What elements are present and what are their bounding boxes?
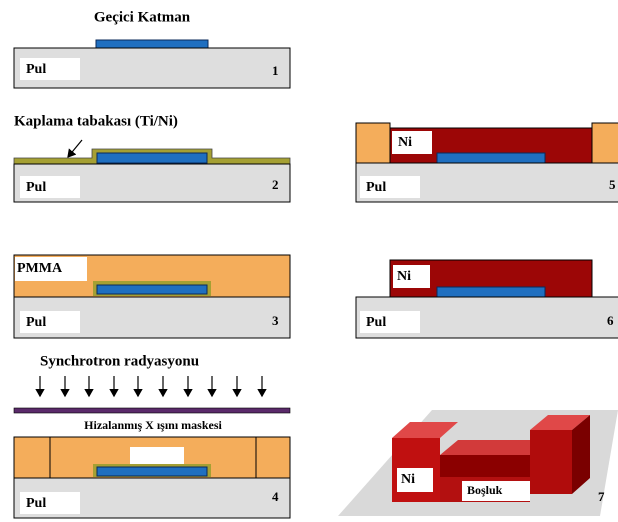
step-number: 1 — [272, 63, 279, 78]
label-box — [392, 131, 432, 154]
nickel-top — [392, 422, 458, 438]
cavity-label: Boşluk — [467, 483, 503, 497]
sacrificial-layer — [95, 39, 209, 49]
label-box — [393, 265, 430, 288]
nickel-pillar — [530, 430, 572, 494]
label-box — [20, 492, 80, 514]
label-box — [462, 481, 530, 501]
pmma — [355, 122, 391, 164]
label-box — [20, 311, 80, 333]
label: Ni — [397, 269, 411, 284]
label-box — [20, 176, 80, 198]
label: Geçici Katman — [94, 9, 191, 25]
substrate-label: Pul — [26, 496, 46, 511]
label: PMMA — [17, 261, 63, 276]
sacrificial-layer — [96, 466, 208, 477]
step-number: 7 — [598, 489, 605, 504]
nickel-bridge — [440, 455, 530, 477]
step-3: PMMA Pul 3 — [13, 254, 291, 339]
step-6: Ni Pul 6 — [355, 259, 618, 339]
nickel-side — [572, 415, 590, 494]
step-number: 2 — [272, 177, 279, 192]
label: Synchrotron radyasyonu — [40, 353, 199, 369]
nickel-top — [440, 440, 548, 455]
radiation-arrows — [35, 376, 267, 398]
label: Ni — [398, 135, 412, 150]
step-number: 3 — [272, 313, 279, 328]
step-4: Synchrotron radyasyonu Hizalanmış X ışın… — [13, 353, 291, 519]
step-2: Kaplama tabakası (Ti/Ni) Pul 2 — [13, 113, 291, 203]
sacrificial-layer — [436, 286, 546, 298]
nickel-top — [530, 415, 590, 430]
arrow — [67, 139, 83, 158]
sacrificial-layer — [436, 152, 546, 164]
substrate-label: Pul — [26, 315, 46, 330]
label-box — [15, 257, 87, 281]
step-number: 6 — [607, 313, 614, 328]
label-box — [50, 414, 256, 436]
label-box — [360, 311, 420, 333]
step-5: Ni Pul 5 — [355, 122, 618, 203]
label-box — [360, 176, 420, 198]
substrate-label: Pul — [26, 62, 46, 77]
sacrificial-layer — [96, 284, 208, 295]
step-number: 5 — [609, 177, 616, 192]
step-7: Ni Boşluk 7 — [338, 410, 618, 516]
window — [130, 447, 184, 465]
mask — [13, 407, 291, 414]
mask-label: Hizalanmış X ışını maskesi — [84, 418, 222, 432]
label-box — [20, 58, 80, 80]
pmma — [591, 122, 618, 164]
substrate-label: Pul — [366, 180, 386, 195]
step-number: 4 — [272, 489, 279, 504]
sacrificial-layer — [96, 152, 208, 164]
substrate-label: Pul — [26, 180, 46, 195]
label: Kaplama tabakası (Ti/Ni) — [14, 113, 178, 129]
substrate-label: Pul — [366, 315, 386, 330]
label: Ni — [401, 472, 415, 487]
label-box — [397, 468, 433, 492]
step-1: Geçici Katman Pul 1 — [13, 9, 291, 89]
